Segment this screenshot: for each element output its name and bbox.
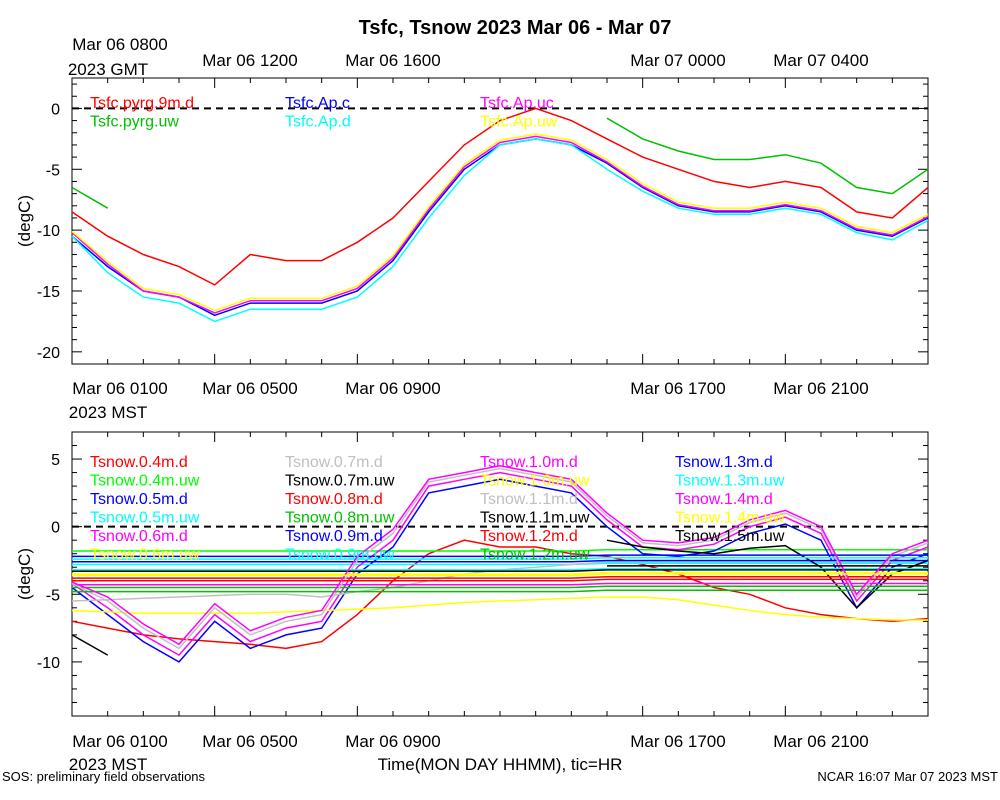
legend-entry: Tsnow.1.1m.d	[480, 491, 578, 508]
gmt-tick-label: Mar 07 0400	[773, 51, 868, 70]
legend-entry: Tsfc.pyrg.9m.d	[90, 95, 194, 112]
mst-tick-label: Mar 06 2100	[773, 379, 868, 398]
y-axis-label: (degC)	[15, 548, 34, 600]
series-line-tsnow-1-4m-d	[71, 465, 929, 646]
bottom-mst-tick-label: Mar 06 0500	[202, 732, 297, 751]
footer-left-note: SOS: preliminary field observations	[2, 769, 206, 784]
series-line-tsnow-1-3m-uw	[72, 557, 928, 560]
bottom-mst-tick-label: Mar 06 0900	[345, 732, 440, 751]
bottom-mst-tick-label: Mar 06 2100	[773, 732, 868, 751]
series-line-tsnow-0-9m-uw	[72, 567, 928, 571]
series-line-tsnow-0-8m-uw	[72, 585, 928, 589]
legend-entry: Tsnow.0.7m.uw	[285, 473, 395, 490]
gmt-first-tick-line1: Mar 06 0800	[72, 35, 167, 54]
series-line-tsnow-0-6m-d	[71, 471, 929, 657]
footer-right-note: NCAR 16:07 Mar 07 2023 MST	[817, 769, 998, 784]
panel-tsnow: 50-5-10(degC)Tsnow.0.4m.dTsnow.0.4m.uwTs…	[15, 431, 929, 717]
gmt-first-tick-line2: 2023 GMT	[68, 60, 148, 79]
gmt-tick-label: Mar 06 1600	[345, 51, 440, 70]
mst-first-tick-line1: Mar 06 0100	[72, 379, 167, 398]
bottom-mst-first-tick-line2: 2023 MST	[69, 755, 147, 774]
legend-entry: Tsnow.1.4m.uw	[675, 510, 785, 527]
legend-entry: Tsnow.0.5m.d	[90, 491, 188, 508]
y-tick-label: 0	[51, 101, 60, 118]
y-tick-label: -10	[37, 655, 60, 672]
legend-entry: Tsnow.1.2m.uw	[480, 547, 590, 564]
series-line-tsnow-1-0m-uw	[72, 571, 928, 575]
series-line-tsnow-0-9m-d	[72, 559, 928, 563]
mst-tick-label: Mar 06 0900	[345, 379, 440, 398]
y-axis-label: (degC)	[15, 195, 34, 247]
bottom-mst-tick-label: Mar 06 1700	[630, 732, 725, 751]
legend-entry: Tsnow.0.6m.uw	[90, 547, 200, 564]
legend-entry: Tsnow.0.6m.d	[90, 528, 188, 545]
legend-entry: Tsnow.0.4m.d	[90, 454, 188, 471]
series-line-tsnow-0-5m-d	[71, 478, 929, 663]
series-line-tsnow-0-6m-uw	[71, 596, 928, 621]
chart-title: Tsfc, Tsnow 2023 Mar 06 - Mar 07	[359, 17, 672, 39]
y-tick-label: -10	[37, 223, 60, 240]
x-axis-title: Time(MON DAY HHMM), tic=HR	[378, 755, 623, 774]
y-tick-label: 0	[51, 520, 60, 537]
series-line-tsnow-1-0m-d	[72, 582, 928, 586]
legend-entry: Tsnow.1.4m.d	[675, 491, 773, 508]
series-line-tsnow-1-2m-d	[72, 578, 928, 582]
y-tick-label: -5	[46, 162, 60, 179]
series-line-tsfc-ap-uw	[71, 133, 929, 312]
legend-entry: Tsfc.Ap.uw	[480, 114, 558, 131]
series-line-tsnow-1-2m-uw	[72, 589, 928, 593]
mst-first-tick-line2: 2023 MST	[69, 403, 147, 422]
series-line-tsfc-ap-d	[71, 138, 929, 323]
legend-entry: Tsnow.1.5m.uw	[675, 528, 785, 545]
legend-entry: Tsnow.1.3m.uw	[675, 473, 785, 490]
legend-entry: Tsnow.0.9m.uw	[285, 547, 395, 564]
legend-entry: Tsnow.1.3m.d	[675, 454, 773, 471]
legend-entry: Tsnow.1.0m.uw	[480, 473, 590, 490]
series-line-tsfc-pyrg-9m-d	[71, 107, 929, 286]
panel-tsfc: 0 -5 -10 -15 -20 (degC) Tsfc.pyrg.9m.d Tsfc.pyr…	[15, 77, 929, 365]
y-tick-label: -5	[46, 587, 60, 604]
series-line-tsfc-ap-c	[71, 138, 929, 317]
series-line-tsfc-ap-uc	[71, 135, 929, 314]
legend-entry: Tsnow.0.5m.uw	[90, 510, 200, 527]
legend-entry: Tsnow.1.2m.d	[480, 528, 578, 545]
y-tick-label: 5	[51, 452, 60, 469]
series-line-tsfc-pyrg-uw	[71, 117, 929, 209]
legend-entry: Tsnow.1.1m.uw	[480, 510, 590, 527]
series-line-tsnow-0-5m-uw	[72, 562, 928, 566]
series-line-tsnow-0-8m-d	[72, 575, 928, 579]
y-tick-label: -15	[37, 284, 60, 301]
legend-entry: Tsnow.0.4m.uw	[90, 473, 200, 490]
legend-entry: Tsnow.0.7m.d	[285, 454, 383, 471]
legend-entry: Tsnow.0.9m.d	[285, 528, 383, 545]
series-line-tsnow-0-4m-d	[71, 539, 929, 650]
gmt-tick-label: Mar 07 0000	[630, 51, 725, 70]
gmt-tick-label: Mar 06 1200	[202, 51, 297, 70]
legend-entry: Tsfc.Ap.d	[285, 114, 351, 131]
series-line-tsnow-0-4m-uw	[72, 548, 928, 552]
y-tick-label: -20	[37, 345, 60, 362]
series-line-tsnow-1-3m-d	[72, 554, 928, 558]
mst-tick-label: Mar 06 0500	[202, 379, 297, 398]
series-line-tsnow-1-1m-d	[71, 467, 929, 650]
legend-entry: Tsnow.0.8m.d	[285, 491, 383, 508]
bottom-mst-first-tick-line1: Mar 06 0100	[72, 732, 167, 751]
legend-entry: Tsfc.pyrg.uw	[90, 114, 179, 131]
legend-entry: Tsnow.0.8m.uw	[285, 510, 395, 527]
legend-entry: Tsfc.Ap.c	[285, 95, 350, 112]
series-line-tsnow-1-4m-uw	[72, 573, 928, 577]
legend-entry: Tsfc.Ap.uc	[480, 95, 554, 112]
mst-tick-label: Mar 06 1700	[630, 379, 725, 398]
legend-entry: Tsnow.1.0m.d	[480, 454, 578, 471]
series-line-tsnow-1-1m-uw	[72, 569, 928, 573]
